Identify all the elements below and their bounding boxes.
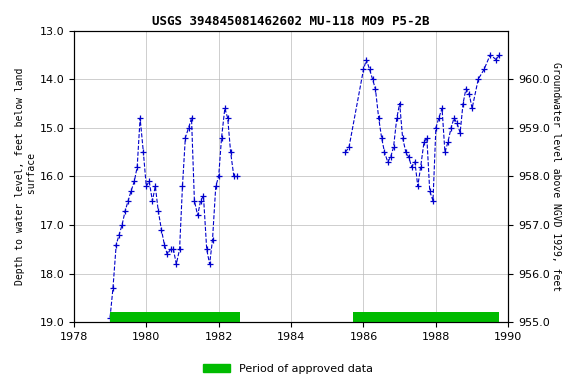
Y-axis label: Groundwater level above NGVD 1929, feet: Groundwater level above NGVD 1929, feet (551, 62, 561, 291)
Title: USGS 394845081462602 MU-118 MO9 P5-2B: USGS 394845081462602 MU-118 MO9 P5-2B (152, 15, 430, 28)
Y-axis label: Depth to water level, feet below land
 surface: Depth to water level, feet below land su… (15, 68, 37, 285)
Legend: Period of approved data: Period of approved data (198, 359, 378, 379)
